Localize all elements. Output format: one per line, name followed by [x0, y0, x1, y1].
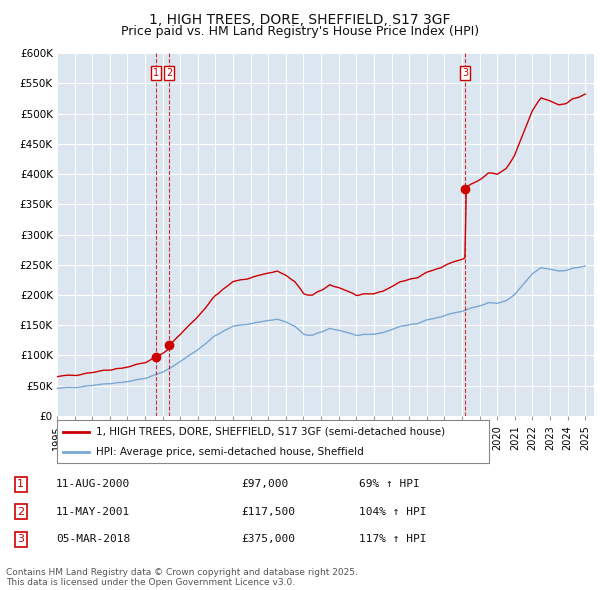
Text: 11-MAY-2001: 11-MAY-2001	[56, 507, 130, 517]
Text: £375,000: £375,000	[241, 534, 295, 544]
Text: 117% ↑ HPI: 117% ↑ HPI	[359, 534, 426, 544]
Text: 1: 1	[17, 480, 24, 490]
Text: HPI: Average price, semi-detached house, Sheffield: HPI: Average price, semi-detached house,…	[96, 447, 364, 457]
Text: Contains HM Land Registry data © Crown copyright and database right 2025.
This d: Contains HM Land Registry data © Crown c…	[6, 568, 358, 587]
Text: 69% ↑ HPI: 69% ↑ HPI	[359, 480, 419, 490]
Text: 2: 2	[166, 68, 172, 78]
Text: 1, HIGH TREES, DORE, SHEFFIELD, S17 3GF (semi-detached house): 1, HIGH TREES, DORE, SHEFFIELD, S17 3GF …	[96, 427, 445, 437]
Text: Price paid vs. HM Land Registry's House Price Index (HPI): Price paid vs. HM Land Registry's House …	[121, 25, 479, 38]
Text: 1, HIGH TREES, DORE, SHEFFIELD, S17 3GF: 1, HIGH TREES, DORE, SHEFFIELD, S17 3GF	[149, 13, 451, 27]
Text: 1: 1	[153, 68, 159, 78]
Text: £97,000: £97,000	[241, 480, 289, 490]
Text: 05-MAR-2018: 05-MAR-2018	[56, 534, 130, 544]
Text: 3: 3	[17, 534, 24, 544]
Text: 2: 2	[17, 507, 24, 517]
Text: 3: 3	[462, 68, 468, 78]
Text: 104% ↑ HPI: 104% ↑ HPI	[359, 507, 426, 517]
Text: 11-AUG-2000: 11-AUG-2000	[56, 480, 130, 490]
Text: £117,500: £117,500	[241, 507, 295, 517]
